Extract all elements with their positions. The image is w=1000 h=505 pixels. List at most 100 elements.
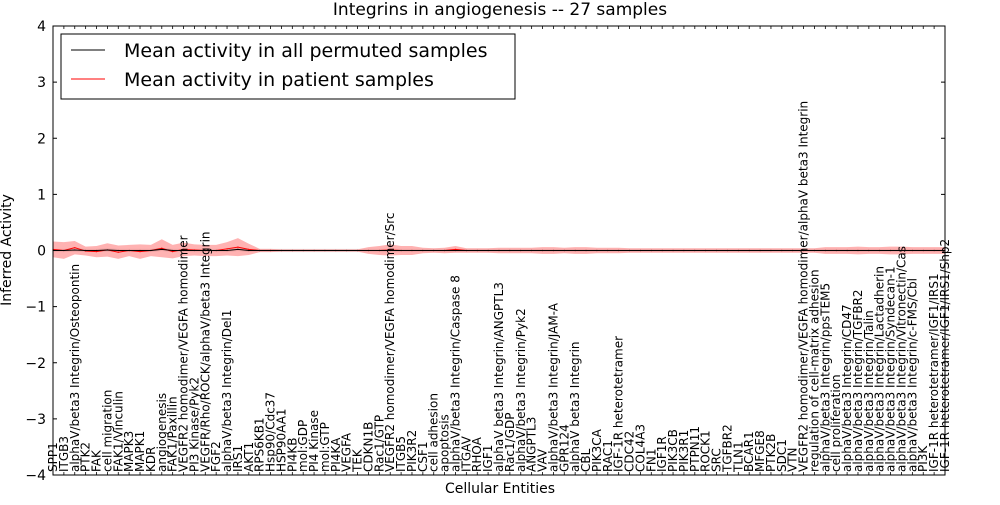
y-tick-label: −4: [25, 468, 46, 484]
legend-box: [60, 33, 516, 100]
data-point-permuted: [193, 249, 196, 252]
x-category-label: FAK1/Paxillin: [166, 396, 180, 472]
x-category-label: alphaV/beta3 Integrin/Osteopontin: [68, 264, 82, 472]
data-point-permuted: [628, 249, 631, 252]
x-category-label: COL4A3: [633, 424, 647, 472]
data-point-patient: [139, 251, 141, 253]
data-point-permuted: [531, 249, 533, 252]
x-category-label: TLN1: [731, 441, 745, 473]
x-category-label: alphaV/beta3 Integrin/ppsTEM5: [818, 283, 832, 472]
data-point-permuted: [182, 249, 185, 252]
data-point-permuted: [683, 249, 685, 252]
x-category-label: GPR124: [557, 424, 571, 472]
x-category-label: PI3 Kinase/Pyk2: [187, 377, 201, 472]
data-point-permuted: [161, 248, 163, 250]
data-point-permuted: [933, 249, 935, 252]
data-point-permuted: [737, 249, 739, 252]
x-category-label: PTK2B: [764, 434, 778, 472]
x-category-label: PIK3CB: [666, 429, 680, 472]
data-point-permuted: [857, 249, 859, 252]
data-point-patient: [74, 247, 76, 249]
data-point-permuted: [95, 249, 98, 252]
y-tick-label: 0: [37, 244, 46, 260]
data-point-permuted: [748, 249, 750, 252]
data-point-permuted: [552, 249, 554, 252]
x-category-label: alphaV beta3 Integrin/ANGPTL3: [492, 282, 506, 472]
data-point-permuted: [487, 249, 489, 252]
data-point-permuted: [802, 249, 805, 252]
x-category-label: IRS1: [231, 445, 245, 472]
data-point-patient: [117, 251, 119, 253]
x-category-label: KDR: [144, 447, 158, 472]
data-point-permuted: [563, 249, 565, 252]
x-category-label: CBL: [579, 448, 593, 472]
data-point-permuted: [465, 249, 467, 252]
data-point-permuted: [302, 249, 304, 252]
data-point-permuted: [259, 249, 261, 252]
y-axis-label: Inferred Activity: [0, 194, 15, 306]
x-category-label: VEGFR2 homodimer/VEGFA homodimer: [177, 235, 191, 472]
x-category-label: PI4KA: [329, 437, 343, 472]
data-point-permuted: [726, 249, 729, 252]
data-point-permuted: [835, 249, 837, 252]
x-category-label: MAPK3: [122, 431, 136, 472]
data-point-permuted: [922, 249, 924, 252]
data-point-permuted: [890, 249, 892, 252]
data-point-permuted: [433, 249, 435, 252]
data-point-permuted: [139, 249, 141, 252]
x-category-label: mol:GDP: [296, 420, 310, 472]
data-point-permuted: [215, 249, 217, 252]
x-category-label: ITGB3: [57, 436, 71, 472]
data-point-permuted: [715, 249, 718, 252]
x-category-label: alphaV/beta3 Integrin/TGFBR2: [851, 289, 865, 472]
x-category-label: HSP90AA1: [274, 408, 288, 472]
data-point-permuted: [596, 249, 598, 252]
x-category-label: IGF-1R heterotetramer/IGF1/IRS1: [927, 273, 941, 472]
data-point-permuted: [204, 249, 206, 252]
data-point-permuted: [911, 249, 913, 252]
data-point-permuted: [672, 249, 674, 252]
y-tick-label: −2: [25, 356, 46, 372]
data-point-permuted: [248, 249, 250, 252]
x-category-label: VEGFR/Rho/ROCK/alphaV/beta3 Integrin: [198, 231, 212, 472]
chart-title: Integrins in angiogenesis -- 27 samples: [333, 0, 667, 20]
data-point-patient: [248, 248, 250, 250]
data-point-permuted: [335, 249, 337, 252]
x-category-label: IGF-1R heterotetramer: [612, 336, 626, 472]
x-category-label: AKT1: [242, 442, 256, 472]
x-category-label: VEGFR2 homodimer/VEGFA homodimer/alphaV …: [797, 101, 811, 472]
data-point-permuted: [639, 249, 642, 252]
x-category-label: ANGPTL3: [525, 417, 539, 472]
data-point-permuted: [770, 249, 772, 252]
y-tick-label: 1: [37, 187, 46, 203]
data-point-permuted: [585, 249, 587, 252]
data-point-permuted: [378, 249, 380, 252]
data-point-patient: [182, 248, 185, 250]
data-point-permuted: [574, 249, 576, 252]
x-category-label: mol:GTP: [318, 422, 332, 472]
x-category-label: alphaV/beta3 Integrin/Caspase 8: [448, 275, 462, 472]
x-category-label: SRC: [710, 448, 724, 472]
x-category-label: PTK2: [79, 442, 93, 472]
x-category-label: RAC1: [601, 440, 615, 472]
x-category-label: CDKN1B: [361, 422, 375, 472]
x-category-label: PI3K: [916, 445, 930, 472]
x-category-label: cell proliferation: [829, 374, 843, 472]
data-point-permuted: [661, 249, 663, 252]
x-category-label: TEK: [351, 448, 365, 473]
x-category-label: Hsp90/Cdc37: [264, 392, 278, 472]
data-point-permuted: [705, 249, 707, 252]
data-point-permuted: [444, 249, 446, 252]
data-point-permuted: [813, 249, 816, 252]
x-category-label: PI4 Kinase: [307, 410, 321, 472]
x-category-label: RPS6KB1: [253, 417, 267, 472]
x-category-label: alphaV/beta3 Integrin/Lactadherin: [873, 266, 887, 472]
legend-label-patient: Mean activity in patient samples: [124, 69, 434, 91]
x-category-label: FAK: [90, 449, 104, 472]
data-point-patient: [237, 246, 239, 248]
x-category-label: alphaV/beta3 Integrin/JAM-A: [546, 302, 560, 472]
data-point-permuted: [63, 249, 65, 252]
x-category-label: PIK3R1: [677, 430, 691, 472]
x-category-label: alphaV/beta3 Integrin/CD47: [840, 304, 854, 472]
